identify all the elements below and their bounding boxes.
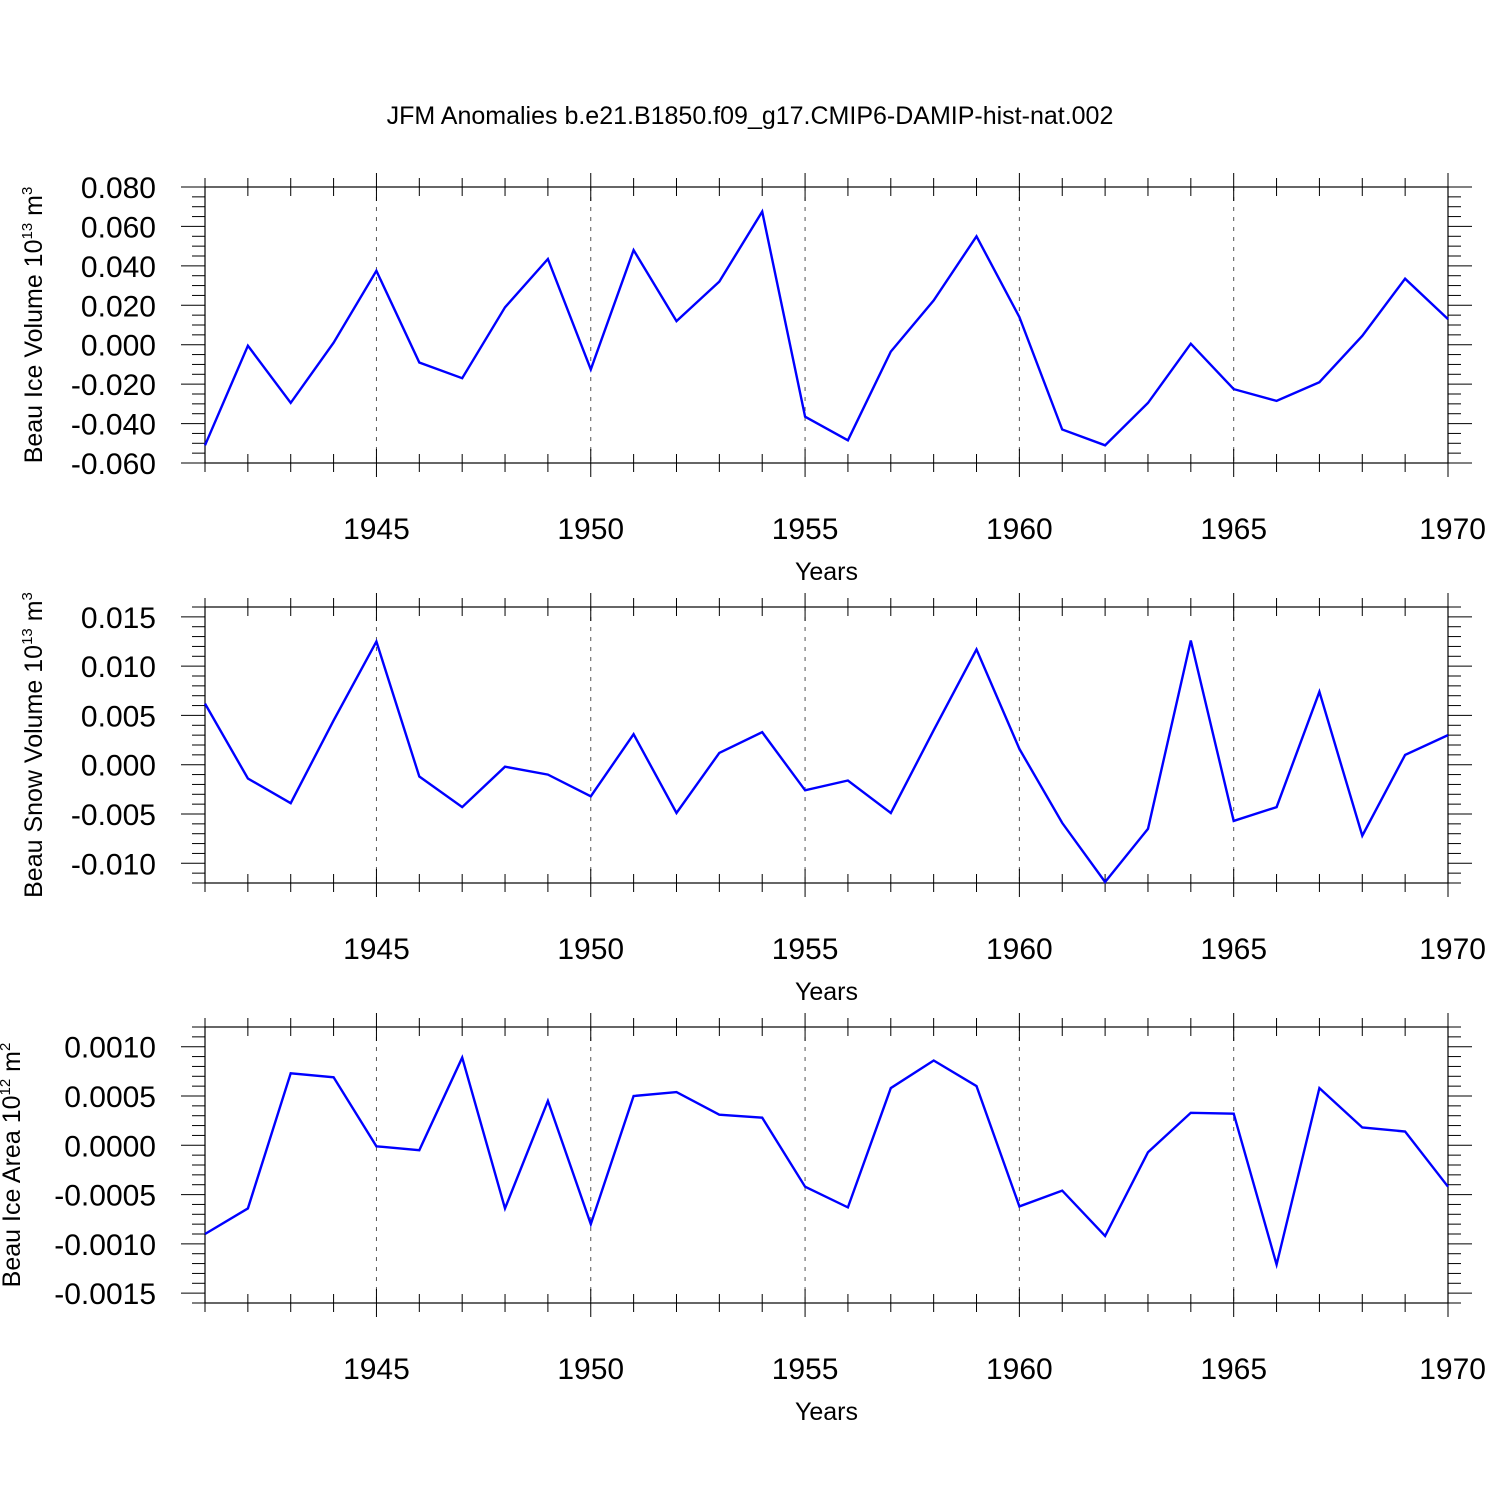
y-tick-label: 0.080 [81,172,156,205]
y-tick-label: -0.0015 [54,1278,156,1311]
y-tick-label: 0.015 [81,602,156,635]
y-axis-title-superscript: 13 [19,628,36,645]
data-line [204,1054,1449,1270]
x-tick-label: 1955 [772,933,839,966]
data-line [203,208,1449,447]
y-axis-title-superscript: 3 [19,592,36,600]
y-axis-title-superscript: 2 [0,1043,14,1051]
chart-panel-3: -0.0015 -0.0010 -0.0005 0.0000 0.0005 0.0010 1… [0,1013,1486,1426]
y-tick-label: -0.020 [71,369,156,402]
y-axis-title: Beau Ice Volume 1013 m3 [19,187,48,464]
y-tick-label: 0.040 [81,251,156,284]
x-axis-title: Years [795,558,858,586]
y-tick-label: -0.010 [71,848,156,881]
x-tick-label: 1965 [1200,513,1267,546]
y-axis-title-superscript: 13 [19,223,36,240]
y-tick-label: -0.040 [71,409,156,442]
y-tick-label: 0.0000 [64,1130,156,1163]
y-tick-label: -0.005 [71,799,156,832]
y-axis-title: Beau Ice Area 1012 m2 [0,1043,26,1288]
x-tick-label: 1950 [557,933,624,966]
y-tick-label: -0.0005 [54,1180,156,1213]
x-tick-label: 1955 [772,1353,839,1386]
x-tick-label: 1970 [1419,1353,1486,1386]
y-axis-title-superscript: 3 [19,187,36,195]
x-tick-label: 1965 [1200,933,1267,966]
y-axis-title-superscript: 12 [0,1079,14,1096]
y-tick-label: -0.0010 [54,1229,156,1262]
x-tick-label: 1950 [557,1353,624,1386]
y-tick-label: 0.010 [81,651,156,684]
plot-frame [204,606,1449,884]
x-tick-label: 1950 [557,513,624,546]
chart-panel-2: -0.010 -0.005 0.000 0.005 0.010 0.015 1945 1950… [19,592,1486,1006]
chart-panel-1: -0.060 -0.040 -0.020 0.000 0.020 0.040 0.060 0.… [19,172,1486,586]
y-tick-label: 0.000 [81,330,156,363]
y-axis-title-part: m [20,600,48,628]
y-tick-label: -0.060 [71,448,156,481]
y-tick-label: 0.020 [81,290,156,323]
x-tick-label: 1945 [343,513,410,546]
x-tick-label: 1965 [1200,1353,1267,1386]
plot-frame [204,1026,1449,1304]
x-axis-title: Years [795,978,858,1006]
x-tick-label: 1945 [343,1353,410,1386]
x-tick-label: 1960 [986,933,1053,966]
x-tick-label: 1960 [986,513,1053,546]
x-axis-title: Years [795,1398,858,1426]
plot-frame [204,186,1449,464]
x-tick-label: 1955 [772,513,839,546]
y-axis-title-part: Beau Ice Volume 10 [20,240,48,464]
y-tick-label: 0.005 [81,700,156,733]
y-tick-label: 0.0010 [64,1032,156,1065]
y-tick-label: 0.000 [81,750,156,783]
x-tick-label: 1970 [1419,933,1486,966]
figure-title: JFM Anomalies b.e21.B1850.f09_g17.CMIP6-… [387,102,1114,130]
y-axis-title-part: m [20,195,48,223]
x-tick-label: 1945 [343,933,410,966]
y-axis-title-part: m [0,1051,26,1079]
y-axis-title: Beau Snow Volume 1013 m3 [19,592,48,898]
x-tick-label: 1970 [1419,513,1486,546]
x-tick-label: 1960 [986,1353,1053,1386]
data-line [203,638,1449,884]
y-axis-title-part: Beau Ice Area 10 [0,1096,26,1288]
y-axis-title-part: Beau Snow Volume 10 [20,645,48,898]
y-tick-label: 0.0005 [64,1081,156,1114]
y-tick-label: 0.060 [81,211,156,244]
